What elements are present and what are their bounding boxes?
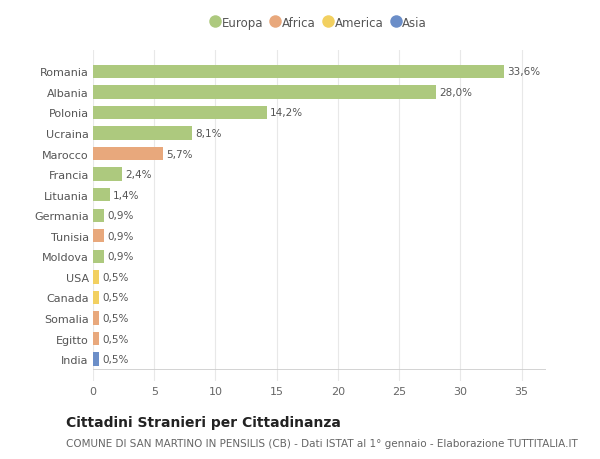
Text: COMUNE DI SAN MARTINO IN PENSILIS (CB) - Dati ISTAT al 1° gennaio - Elaborazione: COMUNE DI SAN MARTINO IN PENSILIS (CB) -…: [66, 438, 578, 448]
Text: 0,9%: 0,9%: [107, 211, 133, 221]
Text: 33,6%: 33,6%: [508, 67, 541, 77]
Bar: [93, 66, 505, 79]
Text: 5,7%: 5,7%: [166, 149, 193, 159]
Bar: [93, 250, 104, 263]
Bar: [93, 168, 122, 181]
Legend: Europa, Africa, America, Asia: Europa, Africa, America, Asia: [212, 17, 427, 30]
Bar: [93, 353, 99, 366]
Text: 14,2%: 14,2%: [270, 108, 303, 118]
Bar: [93, 189, 110, 202]
Bar: [93, 209, 104, 223]
Bar: [93, 332, 99, 346]
Text: 0,5%: 0,5%: [102, 313, 128, 323]
Bar: [93, 147, 163, 161]
Text: 0,5%: 0,5%: [102, 334, 128, 344]
Text: Cittadini Stranieri per Cittadinanza: Cittadini Stranieri per Cittadinanza: [66, 415, 341, 429]
Bar: [93, 291, 99, 304]
Text: 1,4%: 1,4%: [113, 190, 140, 200]
Bar: [93, 271, 99, 284]
Text: 0,9%: 0,9%: [107, 231, 133, 241]
Text: 0,5%: 0,5%: [102, 354, 128, 364]
Text: 2,4%: 2,4%: [125, 170, 152, 180]
Text: 8,1%: 8,1%: [195, 129, 222, 139]
Bar: [93, 312, 99, 325]
Bar: [93, 230, 104, 243]
Text: 0,5%: 0,5%: [102, 293, 128, 303]
Text: 28,0%: 28,0%: [439, 88, 472, 98]
Bar: [93, 106, 267, 120]
Text: 0,5%: 0,5%: [102, 272, 128, 282]
Bar: [93, 86, 436, 99]
Text: 0,9%: 0,9%: [107, 252, 133, 262]
Bar: [93, 127, 192, 140]
